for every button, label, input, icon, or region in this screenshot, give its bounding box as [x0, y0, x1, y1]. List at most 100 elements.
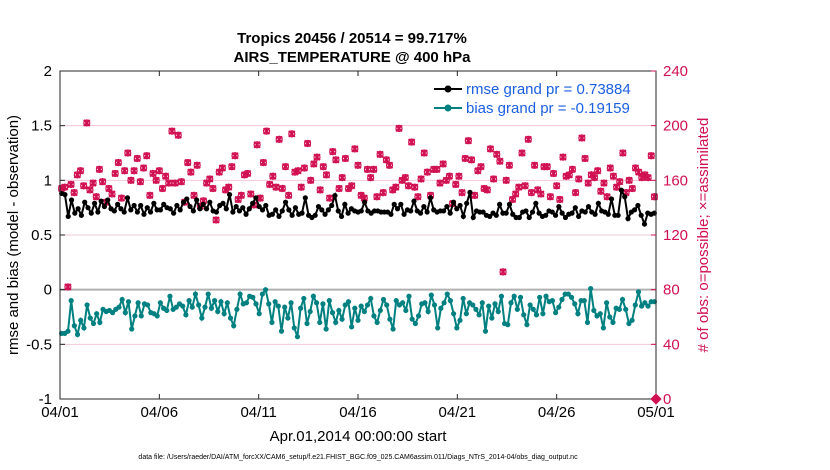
obs-assimilated-point [231, 152, 239, 160]
obs-count-markers [57, 119, 659, 291]
bias-series-point [218, 299, 224, 305]
bias-series-point [406, 293, 412, 299]
obs-assimilated-point [546, 193, 554, 201]
rmse-series-point [138, 202, 144, 209]
obs-assimilated-point [98, 178, 107, 186]
bias-series-point [243, 300, 250, 306]
x-tick-label: 04/16 [339, 404, 377, 421]
bias-series-point [524, 322, 530, 328]
y2-tick-label: 120 [663, 227, 688, 244]
rmse-series-point [91, 200, 98, 206]
obs-assimilated-point [578, 134, 586, 142]
rmse-series-point [391, 201, 397, 207]
bias-series-point [74, 331, 81, 338]
bias-series-point [642, 300, 648, 306]
rmse-series-point [95, 209, 101, 215]
rmse-series-point [467, 189, 473, 195]
rmse-series-point [487, 213, 493, 220]
rmse-series-point [556, 203, 562, 210]
obs-assimilated-point [114, 158, 122, 167]
bias-series-point [94, 311, 100, 317]
rmse-series-point [450, 199, 457, 205]
y2-tick-label: 80 [663, 282, 680, 299]
bias-series-point [339, 316, 345, 322]
obs-assimilated-point [619, 149, 627, 157]
obs-assimilated-point [565, 171, 573, 179]
bias-series-point [479, 300, 485, 306]
rmse-series-point [595, 200, 601, 206]
y-tick-label: 0 [44, 282, 52, 299]
rmse-series-point [75, 206, 81, 212]
rmse-series-point [319, 207, 325, 213]
obs-assimilated-point [212, 216, 220, 224]
rmse-series-point [526, 214, 532, 221]
rmse-series-point [279, 208, 285, 214]
obs-assimilated-point [392, 183, 400, 191]
rmse-series-point [549, 209, 555, 215]
obs-assimilated-point [228, 163, 236, 171]
bias-series-point [81, 325, 87, 331]
obs-assimilated-point [184, 158, 192, 167]
obs-assimilated-point [486, 145, 495, 153]
obs-assimilated-point [505, 161, 514, 169]
bias-series-point [65, 328, 71, 334]
rmse-series-point [236, 208, 243, 214]
rmse-series-point [141, 211, 147, 217]
rmse-series-point [134, 209, 140, 215]
obs-assimilated-point [471, 191, 479, 200]
bias-series-point [231, 323, 237, 329]
rmse-series-point [220, 200, 226, 206]
y-tick-label: 1.5 [31, 118, 52, 135]
bias-series-point [132, 313, 138, 319]
obs-assimilated-point [351, 145, 359, 153]
rmse-series-point [184, 196, 190, 202]
obs-assimilated-point [581, 154, 589, 163]
obs-assimilated-point [420, 149, 428, 157]
obs-assimilated-point [499, 268, 507, 276]
obs-assimilated-point [284, 191, 293, 200]
obs-assimilated-point [335, 184, 343, 193]
bias-series-point [623, 306, 629, 312]
bias-series-point [87, 315, 93, 321]
obs-assimilated-point [515, 183, 523, 191]
obs-assimilated-point [647, 152, 655, 160]
rmse-series [59, 186, 657, 228]
obs-assimilated-point [385, 161, 394, 169]
bias-series-point [301, 295, 307, 302]
rmse-series-point [289, 212, 295, 218]
obs-assimilated-point [348, 182, 356, 190]
rmse-series-point [101, 203, 108, 210]
obs-assimilated-point [67, 180, 75, 189]
bias-series-point [549, 298, 556, 304]
obs-assimilated-point [537, 190, 545, 198]
bias-series-point [164, 307, 170, 314]
rmse-series-point [559, 210, 565, 216]
obs-assimilated-point [553, 182, 561, 190]
bias-series-point [196, 302, 202, 308]
rmse-series-point [246, 206, 252, 212]
rmse-series-point [424, 209, 430, 215]
bias-series-point [361, 308, 367, 315]
bias-series-point [275, 303, 281, 309]
obs-assimilated-point [644, 173, 652, 182]
rmse-series-point [358, 208, 364, 214]
obs-assimilated-point [407, 138, 416, 146]
obs-assimilated-point [136, 178, 145, 186]
bias-series-point [262, 287, 269, 293]
bias-series-point [645, 303, 651, 309]
obs-assimilated-point [92, 193, 100, 201]
rmse-series-point [68, 197, 75, 203]
bias-series-point [294, 334, 301, 340]
obs-assimilated-point [575, 175, 583, 183]
obs-assimilated-point [206, 175, 214, 183]
bias-series-point [116, 304, 122, 310]
rmse-series-point [608, 196, 615, 202]
bias-series-point [326, 298, 332, 304]
bias-series-point [616, 306, 622, 312]
bias-series-point [428, 292, 434, 298]
obs-assimilated-point [319, 163, 327, 171]
rmse-series-point [240, 205, 246, 211]
bias-series-point [278, 328, 285, 334]
rmse-series-point [332, 193, 338, 199]
